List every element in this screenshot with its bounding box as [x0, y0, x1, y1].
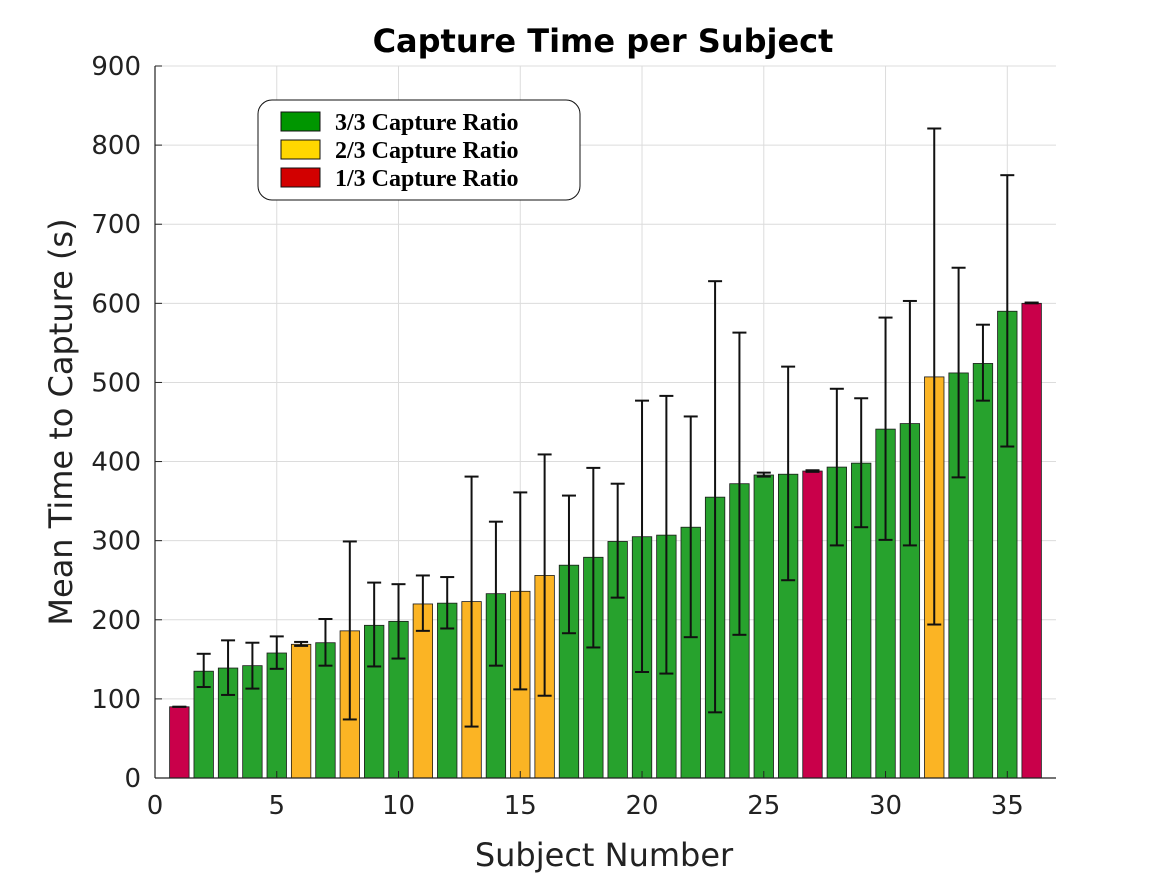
- y-axis-label: Mean Time to Capture (s): [42, 218, 80, 625]
- legend-swatch: [280, 167, 321, 188]
- legend-box: [257, 99, 581, 201]
- x-tick-label: 15: [504, 791, 537, 821]
- bar: [266, 652, 287, 779]
- bar: [1021, 302, 1042, 779]
- bar: [802, 470, 823, 779]
- y-tick-label: 600: [91, 289, 141, 319]
- tick-labels: 0 100 200 300 400 500 600 700 800 900 0 5 10 15 20 25 30…: [91, 52, 1023, 821]
- y-tick-label: 800: [91, 131, 141, 161]
- bar: [169, 706, 190, 779]
- y-tick-label: 700: [91, 210, 141, 240]
- y-tick-label: 100: [91, 685, 141, 715]
- bar: [290, 643, 312, 779]
- legend-swatch: [280, 111, 321, 132]
- y-tick-label: 900: [91, 52, 141, 82]
- y-tick-label: 300: [91, 527, 141, 557]
- x-tick-label: 0: [147, 791, 164, 821]
- y-tick-label: 0: [124, 764, 141, 794]
- x-axis-label: Subject Number: [475, 836, 734, 874]
- bar: [753, 474, 774, 779]
- y-tick-label: 400: [91, 448, 141, 478]
- chart-title: Capture Time per Subject: [373, 22, 834, 60]
- y-tick-label: 200: [91, 606, 141, 636]
- legend-label: 1/3 Capture Ratio: [335, 166, 519, 192]
- x-tick-label: 5: [268, 791, 285, 821]
- x-tick-label: 25: [747, 791, 780, 821]
- x-tick-label: 30: [869, 791, 902, 821]
- bar: [972, 363, 994, 779]
- axes: [154, 65, 1056, 779]
- x-tick-label: 35: [991, 791, 1024, 821]
- legend-label: 2/3 Capture Ratio: [335, 138, 519, 164]
- error-bars: [172, 127, 1039, 728]
- x-tick-label: 10: [382, 791, 415, 821]
- legend-swatch: [280, 139, 321, 160]
- legend-label: 3/3 Capture Ratio: [335, 110, 519, 136]
- x-tick-label: 20: [625, 791, 658, 821]
- y-tick-label: 500: [91, 368, 141, 398]
